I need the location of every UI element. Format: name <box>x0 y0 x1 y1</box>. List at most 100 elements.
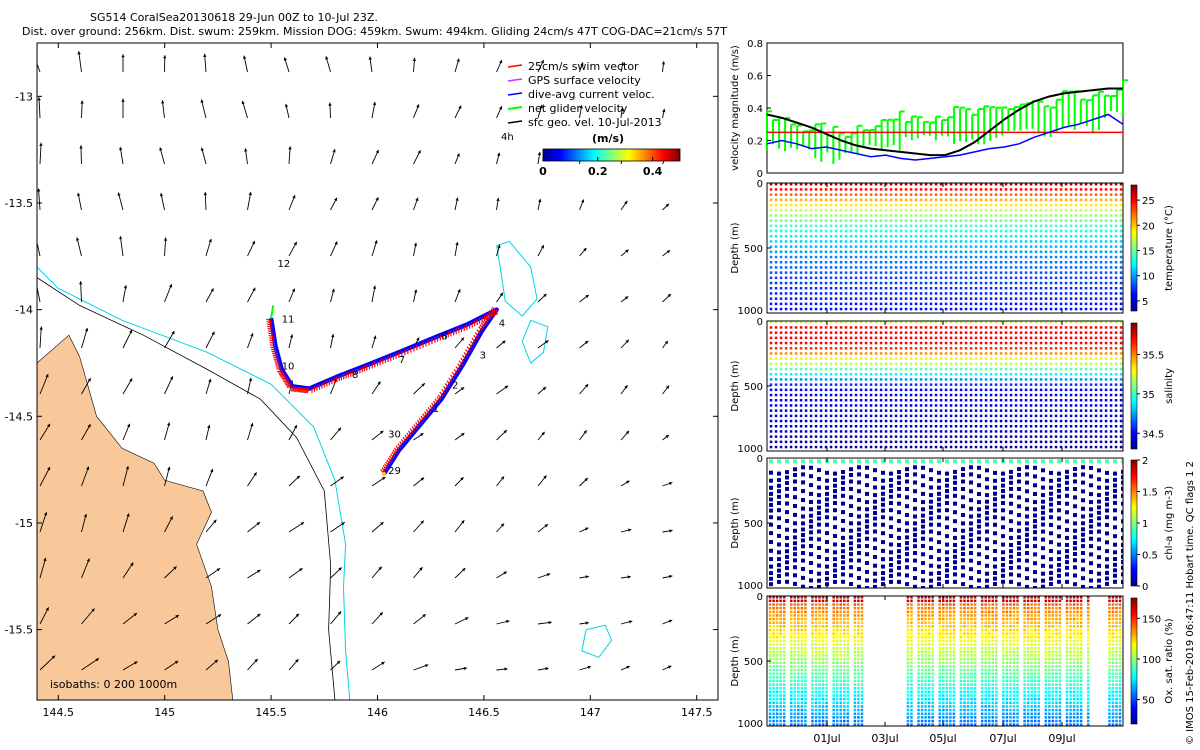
profile-point <box>889 287 893 290</box>
profile-point <box>984 245 988 248</box>
profile-point <box>884 331 888 334</box>
profile-point <box>1054 331 1058 334</box>
profile-point <box>869 435 873 438</box>
profile-point <box>864 362 868 366</box>
profile-point <box>979 214 983 217</box>
profile-point <box>919 271 923 274</box>
profile-point <box>984 203 988 207</box>
profile-point <box>924 362 928 366</box>
profile-point <box>934 399 938 402</box>
swim-vector <box>439 391 444 397</box>
profile-point <box>1084 383 1088 386</box>
chla-point <box>841 554 845 559</box>
profile-point <box>779 281 783 285</box>
profile-point <box>1084 255 1088 259</box>
profile-point <box>859 321 863 324</box>
swim-vector <box>266 323 273 326</box>
profile-point <box>829 219 833 222</box>
profile-point <box>949 245 953 248</box>
profile-point <box>934 229 938 233</box>
chla-point <box>785 543 789 548</box>
profile-point <box>949 240 953 243</box>
map-colorbar <box>542 148 681 162</box>
profile-point <box>899 409 903 412</box>
profile-point <box>1029 321 1033 324</box>
profile-point <box>794 367 798 371</box>
profile-point <box>869 399 873 402</box>
profile-point <box>1119 352 1123 355</box>
profile-point <box>1009 193 1013 196</box>
profile-point <box>879 302 883 306</box>
profile-point <box>1074 219 1078 222</box>
profile-point <box>974 378 978 381</box>
velocity-arrowhead <box>666 250 671 254</box>
profile-point <box>1074 357 1078 360</box>
profile-point <box>934 307 938 311</box>
velocity-arrowhead <box>584 340 589 345</box>
chla-point <box>913 567 917 572</box>
velocity-arrowhead <box>338 567 342 571</box>
profile-point <box>1024 245 1028 248</box>
profile-point <box>1089 388 1093 392</box>
chla-point <box>809 507 813 512</box>
profile-point <box>1094 307 1098 311</box>
profile-point <box>1109 341 1113 345</box>
swim-vector <box>463 352 468 357</box>
velocity-arrowhead <box>548 620 552 625</box>
profile-point <box>919 435 923 438</box>
profile-point <box>1044 383 1048 386</box>
profile-point <box>839 425 843 428</box>
profile-point <box>1004 261 1008 264</box>
profile-point <box>869 255 873 259</box>
chla-point <box>833 489 837 494</box>
profile-point <box>1079 203 1083 207</box>
profile-point <box>1099 362 1103 366</box>
profile-point <box>959 331 963 334</box>
chla-point <box>905 573 909 578</box>
profile-point <box>819 435 823 438</box>
profile-point <box>919 292 923 295</box>
profile-point <box>1084 445 1088 449</box>
profile-point <box>999 302 1003 306</box>
profile-point <box>974 209 978 212</box>
profile-point <box>799 229 803 233</box>
profile-point <box>899 404 903 407</box>
profile-point <box>984 302 988 306</box>
profile-point <box>849 292 853 295</box>
profile-point <box>1084 188 1088 191</box>
velocity-arrowhead <box>119 236 123 240</box>
velocity-arrowhead <box>463 666 467 671</box>
profile-point <box>1049 250 1053 254</box>
profile-point <box>1114 219 1118 222</box>
chla-surface-point <box>857 459 861 464</box>
swim-vector <box>484 317 489 323</box>
profile-point <box>829 367 833 371</box>
profile-point <box>789 250 793 254</box>
profile-point <box>774 326 778 329</box>
swim-vector <box>303 387 308 394</box>
profile-point <box>769 367 773 371</box>
swim-vector <box>444 383 449 389</box>
profile-point <box>864 276 868 280</box>
chla-point <box>897 535 901 540</box>
profile-point <box>869 331 873 334</box>
profile-point <box>939 409 943 412</box>
profile-point <box>864 367 868 371</box>
profile-point <box>1044 297 1048 300</box>
profile-point <box>844 404 848 407</box>
profile-point <box>1069 276 1073 280</box>
profile-point <box>834 373 838 376</box>
swim-vector <box>276 368 282 370</box>
chla-point <box>841 480 845 485</box>
profile-point <box>989 219 993 222</box>
profile-point <box>839 393 843 397</box>
profile-point <box>929 409 933 412</box>
profile-point <box>874 188 878 191</box>
profile-point <box>809 326 813 329</box>
profile-point <box>1074 378 1078 381</box>
profile-point <box>1094 430 1098 433</box>
profile-point <box>949 214 953 217</box>
profile-point <box>989 188 993 191</box>
profile-point <box>1074 203 1078 207</box>
chla-point <box>833 501 837 505</box>
